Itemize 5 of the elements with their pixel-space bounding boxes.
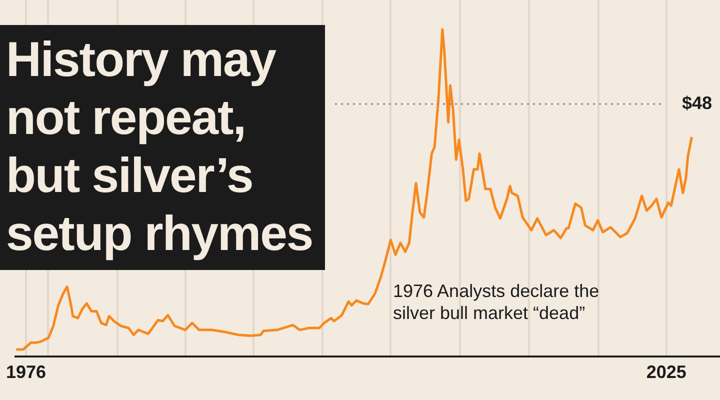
x-tick-label: 2025	[646, 362, 686, 382]
annotation: 1976 Analysts declare the silver bull market “dead”	[393, 280, 600, 324]
x-tick-label: 1976	[6, 362, 46, 382]
annotation: $48	[682, 92, 712, 114]
text: History may not repeat, but silver’s setup rhymes	[0, 25, 325, 270]
